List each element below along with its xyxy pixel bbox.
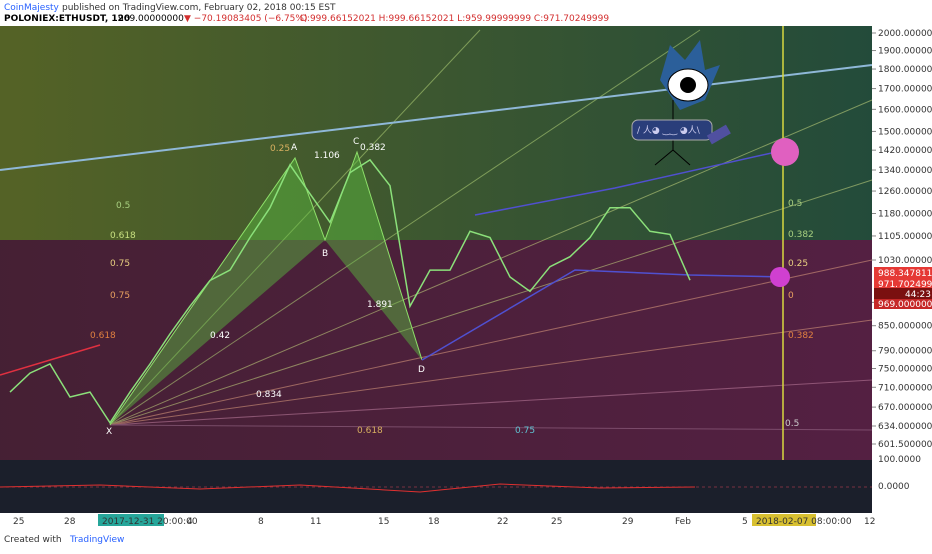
footer-brand[interactable]: TradingView	[69, 535, 124, 545]
fib-level: 0.618	[110, 231, 136, 241]
pattern-ratio: 1.106	[314, 151, 340, 161]
x-tick-label: 22	[497, 517, 508, 527]
x-tick-label: 2017-12-31 20:00:00	[102, 517, 198, 527]
last-price: 969.00000000	[118, 14, 184, 24]
y-tick-label: 850.00000000	[878, 322, 932, 332]
fib-level: 0.382	[788, 331, 814, 341]
fib-level: 0.25	[270, 144, 290, 154]
fib-level: 0.75	[110, 291, 130, 301]
pattern-point: A	[291, 143, 298, 153]
countdown-badge	[874, 288, 932, 299]
pattern-point: X	[106, 427, 112, 437]
x-tick-label: 25	[13, 517, 24, 527]
x-tick-label: 29	[622, 517, 634, 527]
y-tick-label: 2000.00000000	[878, 29, 932, 39]
y-tick-label: 1600.00000000	[878, 105, 932, 115]
y-tick-label: 1030.00000000	[878, 256, 932, 266]
x-tick-label: 11	[310, 517, 321, 527]
y-tick-label: 1420.00000000	[878, 146, 932, 156]
footer-created: Created with	[4, 535, 62, 545]
pattern-ratio: 1.891	[367, 300, 393, 310]
price-line	[9, 158, 691, 425]
fib-level: 0.5	[785, 419, 799, 429]
x-tick-label: 4	[187, 517, 193, 527]
x-tick-label: 18	[428, 517, 440, 527]
oscillator-axis: 0.0000	[878, 482, 910, 492]
price-badge-label: 969.00000000	[878, 300, 932, 310]
price-badge-label: 988.34781116	[878, 269, 932, 279]
price-badge	[874, 278, 932, 289]
author[interactable]: CoinMajesty	[4, 3, 60, 13]
y-tick-label: 601.50000000	[878, 440, 932, 450]
symbol: POLONIEX:ETHUSDT, 120	[4, 14, 130, 24]
y-tick-label: 1900.00000000	[878, 47, 932, 57]
pattern-ratio: 0.42	[210, 331, 230, 341]
pattern-point: C	[353, 137, 359, 147]
fan-lines	[109, 29, 873, 431]
x-tick-label: Feb	[675, 517, 691, 527]
y-tick-label: 750.00000000	[878, 365, 932, 375]
ohlc: O:999.66152021 H:999.66152021 L:959.9999…	[300, 14, 609, 24]
x-tick-label: 8	[258, 517, 264, 527]
y-tick-label: 1340.00000000	[878, 166, 932, 176]
x-tick-label: 28	[64, 517, 76, 527]
fib-level: 0	[788, 291, 794, 301]
price-badge-label: 971.70249999	[878, 280, 932, 290]
fib-level: 0.618	[90, 331, 116, 341]
y-tick-label: 1700.00000000	[878, 85, 932, 95]
y-tick-label: 1800.00000000	[878, 65, 932, 75]
x-tick-label: 25	[551, 517, 562, 527]
pattern-ratio: 0.834	[256, 390, 282, 400]
pattern-point: D	[418, 365, 425, 375]
y-tick-label: 1180.00000000	[878, 209, 932, 219]
fib-level: 0.75	[515, 426, 535, 436]
marker	[770, 267, 790, 287]
fib-level: 0.618	[357, 426, 383, 436]
y-tick-label: 1500.00000000	[878, 127, 932, 137]
x-tick-label: 2018-02-07 08:00:00	[756, 517, 852, 527]
fib-level: 0.75	[110, 259, 130, 269]
y-tick-label: 670.00000000	[878, 403, 932, 413]
marker	[771, 138, 799, 166]
countdown: 44:23	[905, 290, 931, 300]
fib-level: 0.382	[788, 230, 814, 240]
price-badge	[874, 267, 932, 278]
speech: / 人◕ ‿‿ ◕人\	[637, 125, 701, 136]
y-tick-label: 710.00000000	[878, 383, 932, 393]
pattern-point: B	[322, 249, 328, 259]
x-tick-label: 15	[378, 517, 389, 527]
x-tick-label: 12	[864, 517, 875, 527]
price-badge	[874, 298, 932, 309]
fib-level: 0.5	[788, 199, 802, 209]
y-tick-label: 1105.00000000	[878, 232, 932, 242]
fib-level: 0.5	[116, 201, 130, 211]
y-tick-label: 634.00000000	[878, 422, 932, 432]
fib-level: 0.25	[788, 259, 808, 269]
y-tick-label: 1260.00000000	[878, 187, 932, 197]
published: published on TradingView.com, February 0…	[62, 3, 336, 13]
y-tick-label: 790.00000000	[878, 347, 932, 357]
volume-axis: 100.0000	[878, 455, 921, 465]
change: ▼ −70.19083405 (−6.75%)	[184, 14, 307, 24]
doodle	[631, 40, 731, 166]
pattern-ratio: 0.382	[360, 143, 386, 153]
x-tick-label: 5	[742, 517, 748, 527]
